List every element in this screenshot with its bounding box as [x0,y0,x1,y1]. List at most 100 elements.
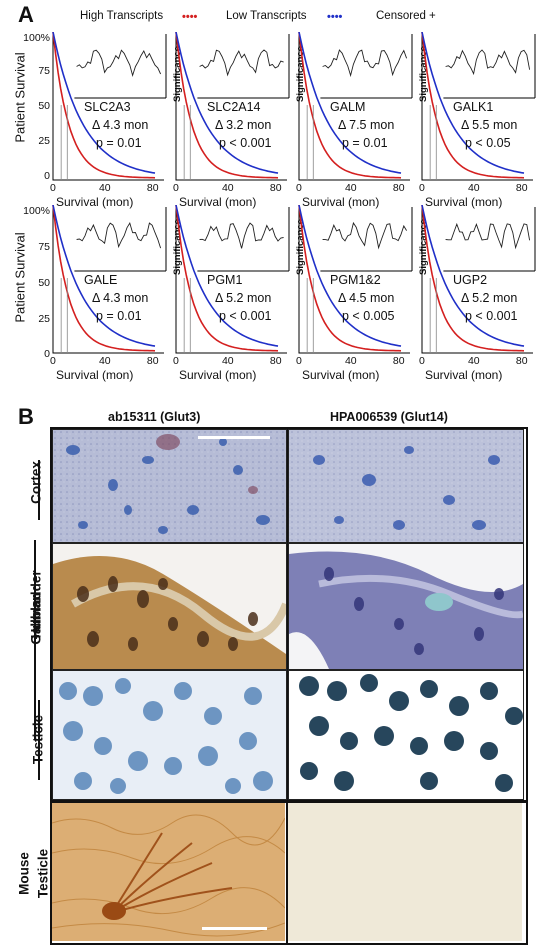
x-axis-label: Survival (mon) [56,195,134,209]
significance-trace [322,49,408,78]
row-bracket-testicle [38,700,40,780]
high-transcript-curve [52,205,156,352]
image-mouse-testicle-glut14 [288,803,522,941]
y-tick: 100% [23,32,50,44]
x-tick: 40 [98,355,111,367]
significance-inset-axes [443,207,536,272]
delta-median: Δ 5.5 mon [461,118,518,132]
y-ticks-row1: 100% 75 50 25 0 [18,32,52,182]
x-axis-label: Survival (mon) [302,368,380,382]
scale-bar [198,436,270,439]
legend-low-marker: •••• [327,11,343,23]
legend-high-marker: •••• [182,11,198,23]
significance-inset-axes [320,34,413,99]
legend-censored-label: Censored + [376,10,436,22]
plot-axes [421,32,533,181]
delta-median: Δ 5.2 mon [461,291,518,305]
legend: High Transcripts •••• Low Transcripts ••… [80,10,520,26]
significance-trace [445,49,531,76]
y-tick: 75 [38,65,50,77]
col-header-glut14: HPA006539 (Glut14) [330,410,448,424]
x-tick: 0 [419,355,425,367]
significance-trace [199,49,284,77]
significance-trace [445,222,531,250]
delta-median: Δ 4.3 mon [92,118,149,132]
legend-high-label: High Transcripts [80,10,164,22]
species-bracket-human [34,540,36,740]
x-tick: 0 [50,182,56,194]
y-ticks-row2: 100% 75 50 25 0 [18,205,52,360]
high-transcript-curve [298,205,402,352]
x-tick: 80 [146,355,159,367]
plot-axes [421,205,533,354]
plot-axes [52,32,164,181]
x-tick: 40 [221,355,234,367]
p-value: p < 0.001 [465,309,518,323]
row-label-gallbladder: Gallbladder [28,570,44,645]
x-tick: 40 [221,182,234,194]
plot-axes [298,32,410,181]
row-bracket-cortex [38,460,40,520]
high-transcript-curve [175,32,279,179]
y-tick: 75 [38,241,50,253]
image-mouse-testicle-glut3 [52,803,285,941]
km-plot-slc2a3: SLC2A3 Δ 4.3 mon p = 0.01 Significance 0 40 80… [50,32,183,212]
significance-trace [322,221,407,250]
x-tick: 40 [344,182,357,194]
image-cortex-glut14 [288,429,524,543]
x-tick: 80 [269,182,282,194]
delta-median: Δ 3.2 mon [215,118,272,132]
delta-median: Δ 4.3 mon [92,291,149,305]
significance-trace [199,222,284,249]
high-transcript-curve [421,205,525,352]
col-header-glut3: ab15311 (Glut3) [108,410,201,424]
low-transcript-curve [175,32,279,174]
p-value: p < 0.005 [342,309,395,323]
delta-median: Δ 4.5 mon [338,291,395,305]
significance-inset-axes [197,207,290,272]
panel-letter-a: A [18,2,34,27]
x-tick: 40 [467,355,480,367]
km-plot-pgm1-2: PGM1&2 Δ 4.5 mon p < 0.005 Significance 0 40 8… [296,205,429,385]
low-transcript-curve [52,205,156,347]
gene-name: GALM [330,100,366,114]
image-cortex-glut3 [52,429,287,543]
scale-bar-mouse [202,927,267,930]
p-value: p < 0.001 [219,136,272,150]
x-tick: 80 [515,182,528,194]
x-tick: 40 [467,182,480,194]
high-transcript-curve [175,205,279,352]
image-gallbladder-glut3 [52,543,287,670]
low-transcript-curve [298,205,402,347]
column-divider [286,427,288,800]
low-transcript-curve [421,205,525,347]
image-testicle-glut14 [288,670,524,800]
x-tick: 0 [173,355,179,367]
x-tick: 80 [269,355,282,367]
p-value: p = 0.01 [342,136,388,150]
high-transcript-curve [298,32,402,179]
image-gallbladder-glut14 [288,543,524,670]
x-tick: 0 [296,355,302,367]
gene-name: SLC2A3 [84,100,131,114]
km-plot-slc2a14: SLC2A14 Δ 3.2 mon p < 0.001 Significance 0 40… [173,32,306,212]
plot-axes [175,205,287,354]
p-value: p = 0.01 [96,136,142,150]
significance-inset-axes [74,207,167,272]
significance-inset-axes [74,34,167,99]
gene-name: GALE [84,273,118,287]
row-label-testicle-mouse: Testicle [35,848,51,899]
y-tick: 0 [44,348,50,360]
significance-inset-axes [443,34,536,99]
x-tick: 80 [146,182,159,194]
gene-name: GALK1 [453,100,494,114]
low-transcript-curve [52,32,156,174]
x-axis-label: Survival (mon) [179,368,257,382]
p-value: p < 0.05 [465,136,511,150]
plot-axes [298,205,410,354]
plot-axes [52,205,164,354]
gene-name: SLC2A14 [207,100,261,114]
significance-trace [76,221,162,249]
x-tick: 80 [392,182,405,194]
